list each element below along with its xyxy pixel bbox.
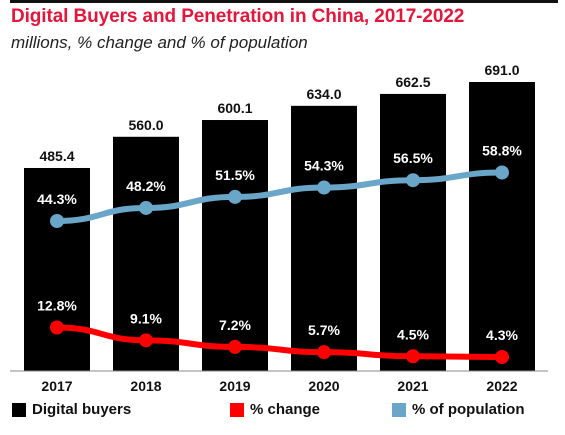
change-label-2020: 5.7% (308, 322, 340, 338)
x-tick-label-2022: 2022 (486, 378, 517, 394)
population-point-2022 (495, 165, 509, 180)
x-tick-label-2021: 2021 (397, 378, 428, 394)
bar-value-label-2022: 691.0 (484, 62, 519, 78)
legend-swatch-change (230, 402, 244, 417)
top-rule (10, 0, 558, 3)
population-point-2021 (406, 173, 420, 188)
bar-2020 (291, 105, 357, 372)
change-point-2021 (406, 349, 420, 364)
change-point-2017 (50, 320, 64, 335)
bar-value-label-2017: 485.4 (39, 148, 74, 164)
legend-label-digital-buyers: Digital buyers (32, 401, 132, 418)
change-label-2017: 12.8% (37, 298, 77, 314)
change-label-2022: 4.3% (486, 327, 518, 343)
population-line (54, 169, 505, 224)
chart-subtitle: millions, % change and % of population (11, 33, 308, 52)
change-label-2021: 4.5% (397, 326, 429, 342)
population-label-2021: 56.5% (393, 150, 433, 166)
legend-item-population: % of population (392, 401, 524, 418)
change-label-2019: 7.2% (219, 317, 251, 333)
x-tick-label-2020: 2020 (308, 378, 339, 394)
change-point-2022 (495, 350, 509, 364)
legend-swatch-digital-buyers (12, 402, 26, 417)
change-point-2019 (228, 339, 242, 354)
population-point-2018 (139, 200, 153, 215)
bar-2019 (202, 120, 268, 371)
x-tick-label-2017: 2017 (41, 378, 72, 394)
bar-2022 (469, 82, 535, 371)
bar-value-label-2019: 600.1 (217, 100, 252, 116)
population-point-2019 (228, 189, 242, 204)
chart-title: Digital Buyers and Penetration in China,… (11, 6, 465, 27)
bar-value-label-2021: 662.5 (395, 74, 430, 90)
legend-swatch-population (392, 402, 406, 417)
legend-label-change: % change (250, 401, 321, 418)
change-label-2018: 9.1% (130, 310, 162, 326)
population-label-2017: 44.3% (37, 191, 77, 207)
bar-2017 (24, 167, 90, 371)
legend-item-change: % change (230, 401, 320, 418)
bar-2021 (380, 93, 446, 372)
population-label-2019: 51.5% (215, 167, 255, 183)
bar-2018 (113, 136, 179, 371)
population-label-2020: 54.3% (304, 158, 344, 174)
population-label-2018: 48.2% (126, 178, 166, 194)
bar-value-label-2020: 634.0 (306, 86, 341, 102)
legend-item-digital-buyers: Digital buyers (12, 401, 131, 418)
change-line (54, 324, 505, 360)
x-tick-label-2018: 2018 (130, 378, 161, 394)
population-label-2022: 58.8% (482, 143, 522, 159)
population-point-2020 (317, 180, 331, 195)
population-point-2017 (50, 214, 64, 228)
bar-value-label-2018: 560.0 (128, 117, 163, 133)
change-point-2020 (317, 345, 331, 360)
legend: Digital buyers % change % of population (0, 401, 565, 425)
legend-label-population: % of population (412, 401, 525, 418)
x-tick-label-2019: 2019 (219, 378, 250, 394)
change-point-2018 (139, 333, 153, 348)
